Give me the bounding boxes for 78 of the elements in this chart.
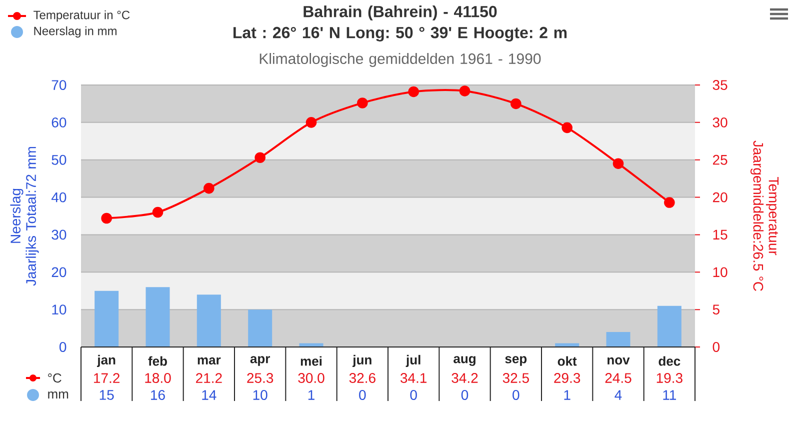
point bbox=[254, 152, 266, 164]
data-label: 4 bbox=[614, 390, 622, 400]
y-tick-label: 20 bbox=[52, 267, 66, 278]
point bbox=[510, 98, 522, 110]
x-tick-label: dec bbox=[658, 356, 680, 366]
text: °C bbox=[48, 373, 62, 383]
data-label: 29.3 bbox=[554, 373, 580, 383]
y2-tick-label: 20 bbox=[712, 192, 728, 202]
bar bbox=[248, 310, 272, 347]
x-tick-label: mar bbox=[198, 357, 221, 365]
data-label: 24.5 bbox=[605, 373, 632, 383]
legend-label: Neerslag in mm bbox=[34, 26, 116, 38]
y-tick-label: 0 bbox=[59, 342, 66, 352]
bar bbox=[657, 306, 682, 347]
data-label: 10 bbox=[253, 390, 268, 400]
x-tick-label: okt bbox=[558, 356, 577, 366]
point bbox=[357, 98, 368, 108]
y-axis-title: Neerslag Jaarlijks Totaal:72 mm bbox=[10, 146, 39, 286]
data-label: 34.2 bbox=[452, 373, 478, 383]
y2-tick-label: 25 bbox=[712, 154, 728, 165]
y2-tick-label: 5 bbox=[712, 304, 720, 314]
bar bbox=[196, 294, 221, 347]
data-label: 32.6 bbox=[349, 373, 376, 383]
point bbox=[612, 158, 624, 169]
data-label: 15 bbox=[100, 390, 114, 400]
point bbox=[664, 197, 675, 208]
point bbox=[459, 86, 470, 96]
point bbox=[204, 182, 214, 194]
x-tick-label: nov bbox=[608, 357, 630, 365]
point bbox=[101, 212, 112, 224]
chart-subtitle: Klimatologische gemiddelden 1961 - 1990 bbox=[260, 53, 541, 67]
data-label: 18.0 bbox=[145, 373, 171, 383]
chart-title: Bahrain (Bahrein) - 41150 Lat : 26° 16' N Long: 50 ° 39' E Hoogte: 2 m bbox=[234, 6, 567, 42]
bar bbox=[606, 332, 630, 347]
data-label: 34.1 bbox=[400, 373, 427, 383]
y2-axis-title: Temperatuur Jaargemiddelde:26.5 °C bbox=[750, 140, 779, 292]
y-tick-label: 40 bbox=[51, 192, 66, 202]
point bbox=[306, 117, 317, 128]
data-label: 17.2 bbox=[94, 373, 120, 383]
data-label: 16 bbox=[151, 390, 165, 400]
y2-tick-label: 15 bbox=[713, 230, 728, 240]
bar bbox=[94, 290, 119, 347]
y-tick-label: 10 bbox=[52, 304, 66, 315]
y2-tick-label: 10 bbox=[713, 267, 728, 278]
data-label: 21.2 bbox=[196, 373, 222, 383]
x-tick-label: apr bbox=[250, 356, 270, 366]
x-tick-label: jan bbox=[96, 354, 116, 368]
data-label: 32.5 bbox=[502, 373, 529, 383]
x-tick-label: aug bbox=[454, 356, 476, 366]
data-label: 1 bbox=[308, 390, 314, 400]
x-tick-label: jun bbox=[352, 354, 372, 368]
y-tick-label: 70 bbox=[52, 80, 66, 90]
data-label: 0 bbox=[512, 390, 520, 400]
y2-tick-label: 30 bbox=[712, 117, 728, 128]
data-label: 0 bbox=[410, 390, 417, 400]
data-label: 14 bbox=[202, 390, 216, 400]
y-tick-label: 50 bbox=[52, 154, 66, 165]
y2-tick-label: 35 bbox=[712, 80, 728, 90]
text: mm bbox=[48, 391, 68, 398]
x-tick-label: jul bbox=[406, 354, 420, 368]
y-tick-label: 30 bbox=[52, 230, 66, 240]
legend-label: Temperatuur in °C bbox=[34, 10, 130, 22]
x-tick-label: mei bbox=[300, 356, 322, 366]
point bbox=[408, 86, 419, 98]
y2-tick-label: 0 bbox=[712, 342, 720, 352]
data-label: 0 bbox=[461, 390, 468, 400]
bar bbox=[146, 287, 170, 347]
point bbox=[152, 206, 164, 218]
data-label: 19.3 bbox=[656, 373, 682, 383]
data-label: 0 bbox=[359, 390, 366, 400]
data-label: 25.3 bbox=[247, 373, 274, 383]
point bbox=[562, 122, 572, 134]
x-tick-label: feb bbox=[148, 356, 167, 366]
data-label: 1 bbox=[564, 390, 570, 400]
y-tick-label: 60 bbox=[52, 117, 66, 128]
data-label: 30.0 bbox=[298, 373, 324, 383]
x-tick-label: sep bbox=[505, 356, 527, 366]
data-label: 11 bbox=[663, 390, 676, 400]
